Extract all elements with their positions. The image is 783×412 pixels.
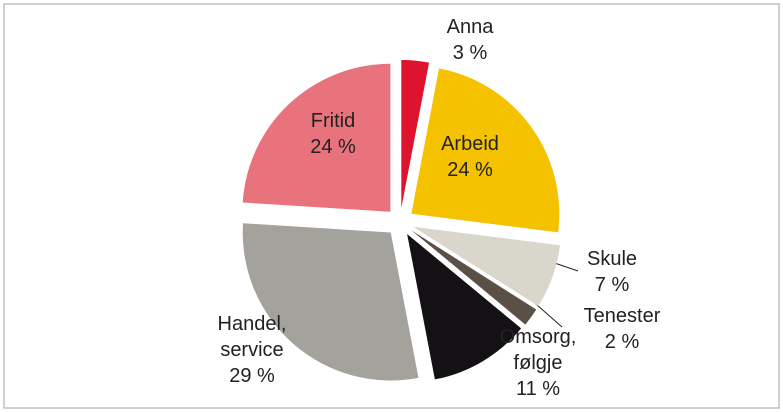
pie-slice xyxy=(413,226,561,307)
value-label: 2 % xyxy=(605,331,640,353)
pie-slice xyxy=(411,68,560,233)
value-label: 29 % xyxy=(229,365,275,387)
pie-slice xyxy=(242,63,391,212)
pie-slice xyxy=(411,230,537,325)
slice-label: Arbeid xyxy=(441,133,499,155)
pie-slice xyxy=(407,234,522,380)
slice-label: Tenester xyxy=(584,305,661,327)
value-label: 3 % xyxy=(453,42,488,64)
slice-label: Handel, service xyxy=(218,313,287,361)
slice-label: Skule xyxy=(587,248,637,270)
slice-label: Fritid xyxy=(311,110,355,132)
pie-slice xyxy=(242,223,419,381)
value-label: 7 % xyxy=(595,274,630,296)
value-label: 24 % xyxy=(310,136,356,158)
slice-label: Anna xyxy=(447,16,495,38)
value-label: 24 % xyxy=(447,159,493,181)
slice-label: Omsorg, følgje xyxy=(500,326,577,374)
pie-slice xyxy=(401,60,430,209)
value-label: 11 % xyxy=(516,378,560,400)
